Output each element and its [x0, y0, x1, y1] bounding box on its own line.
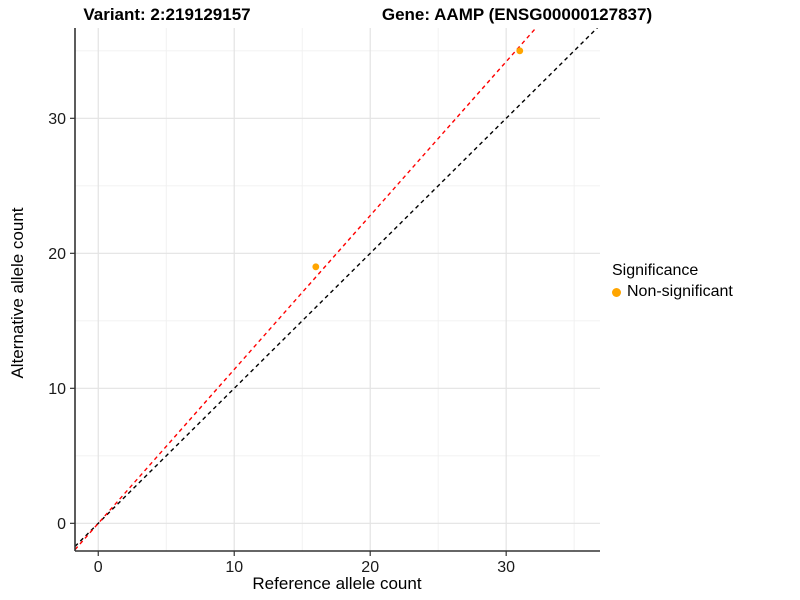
legend-point-icon: [612, 287, 621, 297]
y-axis-title: Alternative allele count: [8, 207, 27, 379]
data-point: [516, 47, 524, 55]
data-point: [312, 263, 320, 271]
y-tick-label: 0: [57, 516, 66, 533]
legend-title: Significance: [612, 262, 699, 279]
y-tick-label: 10: [48, 381, 66, 398]
fit-line: [75, 28, 537, 551]
plot-title-variant: Variant: 2:219129157: [83, 5, 251, 24]
legend: Significance Non-significant: [612, 262, 733, 301]
x-tick-label: 20: [361, 559, 379, 576]
legend-item-label: Non-significant: [627, 283, 733, 300]
identity-line: [75, 28, 599, 547]
y-tick-label: 30: [48, 111, 66, 128]
plot-title-gene: Gene: AAMP (ENSG00000127837): [381, 5, 653, 24]
legend-item-non-significant: Non-significant: [612, 283, 733, 301]
x-tick-label: 10: [225, 559, 243, 576]
x-axis-title: Reference allele count: [252, 574, 422, 593]
y-tick-label: 20: [48, 246, 66, 263]
x-tick-label: 0: [94, 559, 103, 576]
x-tick-label: 30: [497, 559, 515, 576]
